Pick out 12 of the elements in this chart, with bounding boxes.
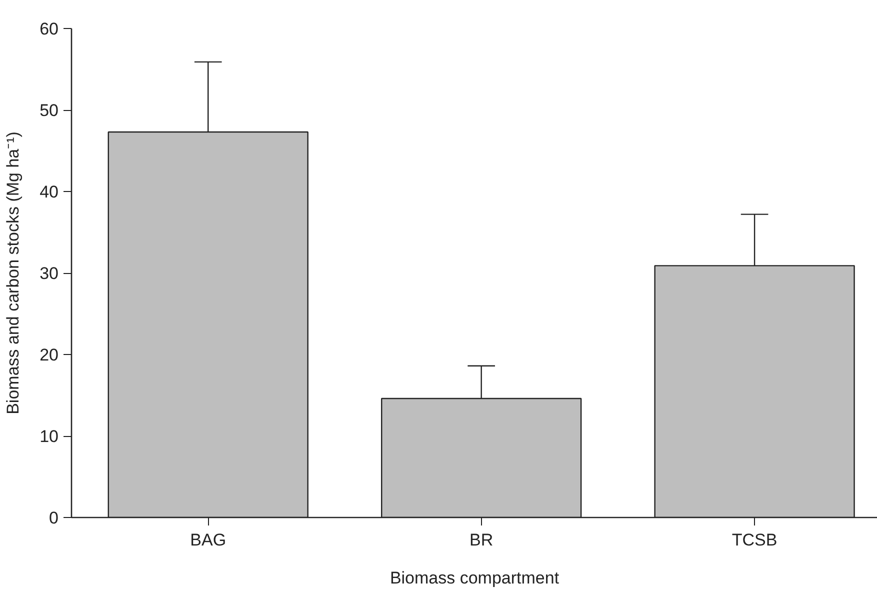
y-axis-title: Biomass and carbon stocks (Mg ha⁻¹) xyxy=(4,132,23,414)
y-tick-label: 0 xyxy=(49,508,59,528)
x-tick-label: BR xyxy=(470,530,494,550)
y-tick-label: 10 xyxy=(40,427,59,446)
y-tick-label: 50 xyxy=(40,101,59,120)
x-tick-label: BAG xyxy=(190,530,226,550)
x-axis-title: Biomass compartment xyxy=(390,568,560,588)
y-tick-label: 60 xyxy=(40,20,59,38)
y-tick-label: 40 xyxy=(40,182,59,202)
y-tick-label: 30 xyxy=(40,264,59,283)
y-tick-label: 20 xyxy=(40,346,59,364)
x-tick-label: TCSB xyxy=(732,530,778,550)
